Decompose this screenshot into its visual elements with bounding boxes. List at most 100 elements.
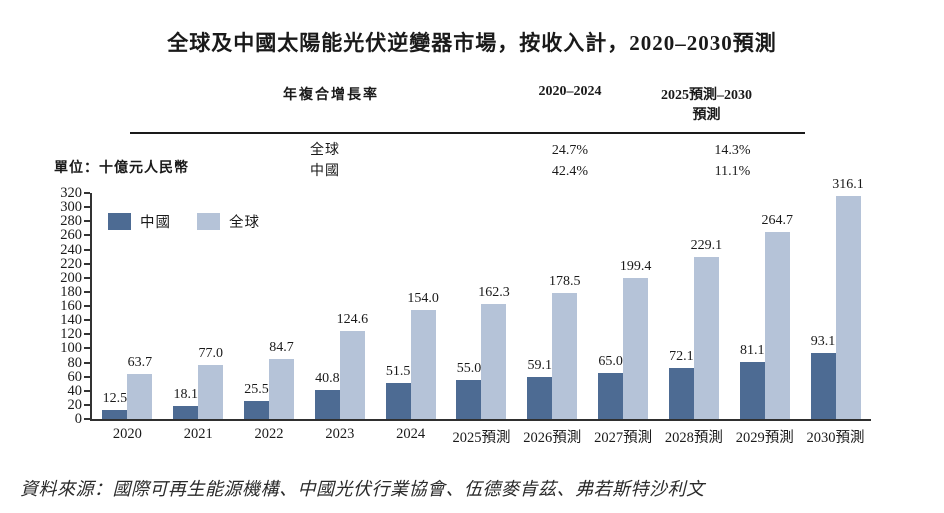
x-axis-label: 2021 bbox=[183, 426, 213, 442]
x-axis-label: 2028預測 bbox=[664, 430, 723, 446]
x-axis-label: 2020 bbox=[112, 426, 142, 442]
bar-global: 316.1 bbox=[832, 177, 864, 419]
bar-value-label: 77.0 bbox=[198, 345, 223, 361]
y-axis-tick-label: 80 bbox=[67, 354, 83, 371]
bar-global: 154.0 bbox=[407, 291, 439, 419]
bar-value-label: 178.5 bbox=[549, 273, 581, 289]
bar-china: 55.0 bbox=[456, 361, 482, 419]
bar-value-label: 93.1 bbox=[810, 334, 836, 350]
y-axis-line bbox=[90, 193, 92, 421]
x-axis-label: 2026預測 bbox=[523, 430, 582, 446]
bar-global: 178.5 bbox=[549, 274, 581, 419]
cagr-table: 年複合增長率 2020–2024 2025預測–2030預測 全球 24.7% … bbox=[130, 84, 805, 182]
cagr-value-2025-2030: 14.3% bbox=[714, 143, 751, 158]
y-axis-tick-label: 180 bbox=[60, 283, 82, 300]
bar-group: 40.8 124.6 bbox=[304, 193, 375, 419]
cagr-value-2020-2024: 42.4% bbox=[551, 164, 589, 179]
bar-value-label: 40.8 bbox=[315, 371, 340, 387]
x-axis-labels: 2020 2021 2022 2023 2024 2025預測 2026預測 2027預測 20… bbox=[92, 426, 871, 447]
bar-value-label: 18.1 bbox=[173, 387, 198, 403]
bar-group: 93.1 316.1 bbox=[800, 177, 871, 419]
y-axis-tick-label: 60 bbox=[67, 368, 83, 385]
bar-global: 84.7 bbox=[269, 340, 295, 419]
y-axis-tick bbox=[84, 305, 90, 307]
y-axis-tick bbox=[84, 361, 90, 364]
bar-global: 124.6 bbox=[337, 312, 368, 419]
legend-swatch-global bbox=[197, 213, 220, 230]
y-axis-tick bbox=[84, 290, 90, 293]
bar-value-label: 316.1 bbox=[832, 176, 864, 192]
x-axis-label: 2023 bbox=[325, 426, 355, 442]
y-axis-tick-label: 220 bbox=[60, 255, 82, 272]
bar-group: 59.1 178.5 bbox=[517, 193, 588, 419]
y-axis-tick bbox=[84, 248, 90, 251]
x-axis-label: 2025預測 bbox=[452, 430, 511, 446]
bar-value-label: 264.7 bbox=[761, 213, 793, 229]
legend-item-global: 全球 bbox=[197, 211, 260, 232]
y-axis-tick bbox=[84, 418, 90, 420]
bar-china: 51.5 bbox=[385, 364, 411, 419]
plot-area: 12.5 63.7 18.1 77.0 25.5 84.7 40.8 124.6 51.5 154… bbox=[92, 177, 871, 419]
bar-global: 264.7 bbox=[761, 213, 793, 419]
y-axis-tick bbox=[84, 262, 90, 265]
y-axis-tick-label: 0 bbox=[74, 411, 82, 427]
bar-group: 25.5 84.7 bbox=[234, 193, 305, 419]
cagr-header-period-2: 2025預測–2030預測 bbox=[661, 88, 752, 123]
y-axis-tick bbox=[84, 375, 90, 378]
cagr-row-global: 全球 24.7% 14.3% bbox=[130, 140, 805, 161]
y-axis-tick bbox=[84, 192, 90, 194]
y-axis-tick-label: 240 bbox=[60, 241, 82, 258]
y-axis-tick bbox=[84, 403, 90, 406]
y-axis-tick bbox=[84, 234, 90, 237]
bar-global: 162.3 bbox=[478, 285, 510, 419]
bar-value-label: 124.6 bbox=[336, 312, 369, 327]
y-axis-tick-label: 320 bbox=[60, 185, 82, 201]
y-axis-tick-label: 140 bbox=[60, 312, 82, 329]
y-axis-tick-label: 40 bbox=[67, 382, 83, 399]
y-axis-tick-label: 100 bbox=[60, 340, 82, 357]
cagr-value-2020-2024: 24.7% bbox=[551, 143, 589, 158]
bar-value-label: 25.5 bbox=[244, 382, 269, 397]
x-axis-line bbox=[90, 419, 871, 421]
bar-global: 63.7 bbox=[127, 355, 153, 419]
x-axis-label: 2027預測 bbox=[594, 430, 653, 446]
bar-value-label: 229.1 bbox=[690, 238, 723, 254]
bar-value-label: 199.4 bbox=[619, 259, 652, 275]
bar-value-label: 81.1 bbox=[739, 342, 765, 358]
y-axis-tick bbox=[84, 389, 90, 392]
cagr-table-header: 年複合增長率 2020–2024 2025預測–2030預測 bbox=[130, 84, 805, 134]
bar-value-label: 162.3 bbox=[478, 285, 510, 301]
y-axis-tick bbox=[84, 206, 90, 209]
legend-item-china: 中國 bbox=[108, 211, 171, 232]
x-axis-label: 2022 bbox=[254, 426, 284, 442]
bar-group: 72.1 229.1 bbox=[659, 193, 730, 419]
cagr-value-2025-2030: 11.1% bbox=[714, 164, 751, 179]
bar-china: 93.1 bbox=[810, 334, 836, 419]
bar-value-label: 154.0 bbox=[407, 291, 439, 307]
bar-china: 18.1 bbox=[173, 387, 199, 419]
y-axis-tick bbox=[84, 276, 90, 279]
x-axis-label: 2029預測 bbox=[735, 430, 794, 446]
cagr-row-label: 全球 bbox=[310, 143, 340, 158]
bar-group: 55.0 162.3 bbox=[446, 193, 517, 419]
bar-group: 12.5 63.7 bbox=[92, 193, 163, 419]
bar-global: 199.4 bbox=[620, 259, 651, 419]
y-axis-tick bbox=[84, 347, 90, 350]
x-axis-label: 2024 bbox=[396, 426, 426, 442]
bar-value-label: 63.7 bbox=[127, 355, 153, 370]
bar-china: 59.1 bbox=[527, 358, 553, 419]
bar-value-label: 51.5 bbox=[385, 363, 411, 379]
source-note: 資料來源：國際可再生能源機構、中國光伏行業協會、伍德麥肯茲、弗若斯特沙利文 bbox=[20, 479, 705, 499]
cagr-header-period-1: 2020–2024 bbox=[538, 84, 602, 99]
y-axis-tick bbox=[84, 333, 90, 336]
cagr-row-label: 中國 bbox=[310, 164, 340, 179]
bar-group: 51.5 154.0 bbox=[375, 193, 446, 419]
y-axis-tick-label: 20 bbox=[67, 396, 83, 413]
cagr-row-china: 中國 42.4% 11.1% bbox=[130, 161, 805, 182]
bar-group: 65.0 199.4 bbox=[588, 193, 659, 419]
bar-global: 229.1 bbox=[691, 238, 722, 419]
y-axis-tick-label: 120 bbox=[60, 326, 82, 343]
legend-swatch-china bbox=[108, 213, 131, 230]
bar-china: 65.0 bbox=[598, 354, 624, 419]
